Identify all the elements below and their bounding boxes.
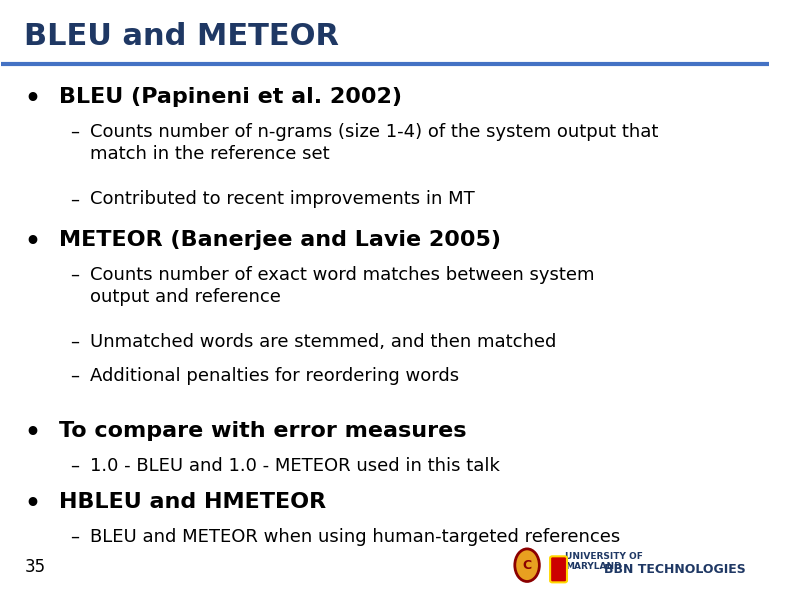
Text: –: – xyxy=(71,333,79,351)
FancyBboxPatch shape xyxy=(550,556,567,583)
Text: •: • xyxy=(25,87,40,111)
Text: Additional penalties for reordering words: Additional penalties for reordering word… xyxy=(90,367,459,385)
Text: BBN TECHNOLOGIES: BBN TECHNOLOGIES xyxy=(604,563,746,576)
Text: •: • xyxy=(25,421,40,445)
Text: Counts number of exact word matches between system
output and reference: Counts number of exact word matches betw… xyxy=(90,265,594,306)
Ellipse shape xyxy=(515,549,539,581)
Text: BLEU (Papineni et al. 2002): BLEU (Papineni et al. 2002) xyxy=(59,87,402,107)
Text: To compare with error measures: To compare with error measures xyxy=(59,421,466,441)
Text: –: – xyxy=(71,528,79,546)
Text: BLEU and METEOR when using human-targeted references: BLEU and METEOR when using human-targete… xyxy=(90,528,620,546)
Text: –: – xyxy=(71,457,79,475)
Text: METEOR (Banerjee and Lavie 2005): METEOR (Banerjee and Lavie 2005) xyxy=(59,230,501,250)
Text: 1.0 - BLEU and 1.0 - METEOR used in this talk: 1.0 - BLEU and 1.0 - METEOR used in this… xyxy=(90,457,499,475)
Text: •: • xyxy=(25,492,40,516)
Text: 35: 35 xyxy=(25,558,45,576)
Text: –: – xyxy=(71,190,79,208)
Text: –: – xyxy=(71,367,79,385)
Text: •: • xyxy=(25,230,40,254)
Text: HBLEU and HMETEOR: HBLEU and HMETEOR xyxy=(59,492,326,512)
Text: Unmatched words are stemmed, and then matched: Unmatched words are stemmed, and then ma… xyxy=(90,333,556,351)
Text: BLEU and METEOR: BLEU and METEOR xyxy=(25,22,339,51)
Text: –: – xyxy=(71,265,79,284)
Text: C: C xyxy=(522,559,532,572)
Text: Contributed to recent improvements in MT: Contributed to recent improvements in MT xyxy=(90,190,474,208)
Text: UNIVERSITY OF
MARYLAND: UNIVERSITY OF MARYLAND xyxy=(565,552,643,571)
Text: –: – xyxy=(71,123,79,141)
Text: Counts number of n-grams (size 1-4) of the system output that
match in the refer: Counts number of n-grams (size 1-4) of t… xyxy=(90,123,658,163)
